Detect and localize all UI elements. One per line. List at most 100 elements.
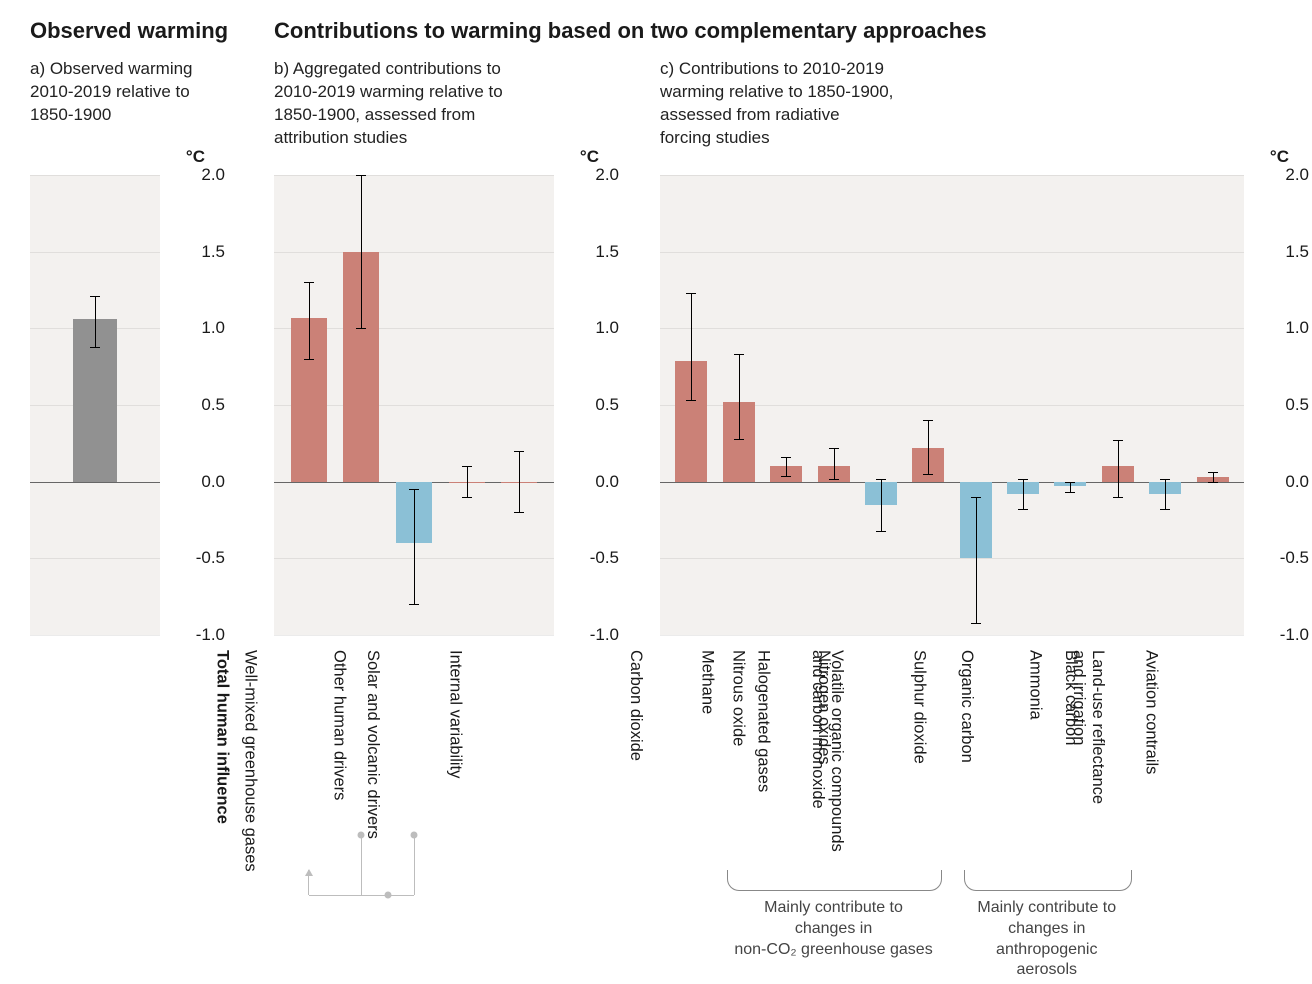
cap-hi-C-10 xyxy=(1160,479,1170,480)
xlabel-B-0: Total human influence xyxy=(212,650,231,824)
cap-hi-B-3 xyxy=(462,466,472,467)
ytick-A-1: 1.5 xyxy=(175,242,225,262)
err-C-1 xyxy=(739,354,740,438)
cap-hi-B-1 xyxy=(356,175,366,176)
cap-lo-C-4 xyxy=(876,531,886,532)
cap-hi-C-5 xyxy=(923,420,933,421)
ytick-C-6: -1.0 xyxy=(1259,625,1309,645)
ytick-C-4: 0.0 xyxy=(1259,472,1309,492)
err-B-3 xyxy=(467,466,468,497)
cap-lo-B-3 xyxy=(462,497,472,498)
cap-hi-C-4 xyxy=(876,479,886,480)
err-C-4 xyxy=(881,479,882,531)
ytick-B-1: 1.5 xyxy=(569,242,619,262)
xlabel-C-11: Aviation contrails xyxy=(1141,650,1160,774)
cap-lo-C-3 xyxy=(829,479,839,480)
unit-A: °C xyxy=(145,147,205,167)
xlabel-B-2: Other human drivers xyxy=(329,650,348,800)
cap-lo-C-2 xyxy=(781,476,791,477)
cap-lo-B-2 xyxy=(409,604,419,605)
cap-lo-C-7 xyxy=(1018,509,1028,510)
grid-C-1 xyxy=(660,252,1244,253)
ytick-C-3: 0.5 xyxy=(1259,395,1309,415)
cap-lo-C-0 xyxy=(686,400,696,401)
cap-hi-B-2 xyxy=(409,489,419,490)
cap-lo-C-6 xyxy=(971,623,981,624)
ytick-B-3: 0.5 xyxy=(569,395,619,415)
ytick-C-0: 2.0 xyxy=(1259,165,1309,185)
ytick-A-6: -1.0 xyxy=(175,625,225,645)
cap-hi-B-0 xyxy=(304,282,314,283)
ytick-B-2: 1.0 xyxy=(569,318,619,338)
cap-lo-C-1 xyxy=(734,439,744,440)
cap-lo-C-11 xyxy=(1208,482,1218,483)
err-B-1 xyxy=(361,175,362,328)
cap-hi-B-4 xyxy=(514,451,524,452)
conn-v1 xyxy=(361,835,362,895)
grid-A-5 xyxy=(30,558,160,559)
cap-lo-C-5 xyxy=(923,474,933,475)
err-A-0 xyxy=(95,296,96,347)
brace-0 xyxy=(727,870,943,891)
grid-B-1 xyxy=(274,252,554,253)
err-B-0 xyxy=(309,282,310,359)
xlabel-C-0: Carbon dioxide xyxy=(626,650,645,761)
cap-lo-C-10 xyxy=(1160,509,1170,510)
cap-hi-C-8 xyxy=(1065,482,1075,483)
cap-hi-C-7 xyxy=(1018,479,1028,480)
xlabel-B-4: Internal variability xyxy=(446,650,465,778)
cap-hi-C-11 xyxy=(1208,472,1218,473)
ytick-A-5: -0.5 xyxy=(175,548,225,568)
err-C-7 xyxy=(1023,479,1024,510)
grid-B-0 xyxy=(274,175,554,176)
cap-hi-C-6 xyxy=(971,497,981,498)
grid-C-5 xyxy=(660,558,1244,559)
err-C-10 xyxy=(1165,479,1166,510)
xlabel-C-3: Halogenated gases xyxy=(753,650,772,792)
cap-hi-C-1 xyxy=(734,354,744,355)
ytick-B-0: 2.0 xyxy=(569,165,619,185)
conn-h2 xyxy=(309,895,388,896)
cap-hi-C-2 xyxy=(781,457,791,458)
cap-hi-C-0 xyxy=(686,293,696,294)
grid-B-6 xyxy=(274,635,554,636)
err-B-2 xyxy=(414,489,415,604)
title-observed: Observed warming xyxy=(30,18,228,44)
grid-A-0 xyxy=(30,175,160,176)
ytick-B-5: -0.5 xyxy=(569,548,619,568)
cap-hi-C-9 xyxy=(1113,440,1123,441)
ytick-C-2: 1.0 xyxy=(1259,318,1309,338)
err-C-3 xyxy=(834,448,835,479)
unit-B: °C xyxy=(539,147,599,167)
err-B-4 xyxy=(519,451,520,512)
xlabel-B-3: Solar and volcanic drivers xyxy=(363,650,382,839)
brace-label-1: Mainly contribute to changes in anthropo… xyxy=(964,898,1130,981)
err-C-8 xyxy=(1070,482,1071,493)
subtitle-B: b) Aggregated contributions to 2010-2019… xyxy=(274,58,503,150)
grid-A-4 xyxy=(30,482,160,483)
ytick-B-6: -1.0 xyxy=(569,625,619,645)
grid-A-6 xyxy=(30,635,160,636)
title-contributions: Contributions to warming based on two co… xyxy=(274,18,987,44)
cap-hi-C-3 xyxy=(829,448,839,449)
ytick-C-5: -0.5 xyxy=(1259,548,1309,568)
grid-A-1 xyxy=(30,252,160,253)
conn-v2 xyxy=(414,835,415,895)
cap-lo-B-1 xyxy=(356,328,366,329)
subtitle-C: c) Contributions to 2010-2019 warming re… xyxy=(660,58,893,150)
err-C-9 xyxy=(1118,440,1119,497)
brace-label-0: Mainly contribute to changes in non-CO₂ … xyxy=(727,898,941,960)
xlabel-C-1: Methane xyxy=(697,650,716,714)
err-C-11 xyxy=(1213,472,1214,481)
xlabel-C-6: Sulphur dioxide xyxy=(909,650,928,764)
ytick-A-0: 2.0 xyxy=(175,165,225,185)
xlabel-C-7: Organic carbon xyxy=(957,650,976,763)
ytick-A-3: 0.5 xyxy=(175,395,225,415)
xlabel-C-10: Land-use reflectance and irrigation xyxy=(1069,650,1107,804)
subtitle-A: a) Observed warming 2010-2019 relative t… xyxy=(30,58,193,127)
xlabel-C-8: Ammonia xyxy=(1026,650,1045,720)
unit-C: °C xyxy=(1229,147,1289,167)
err-C-6 xyxy=(976,497,977,623)
brace-1 xyxy=(964,870,1132,891)
grid-C-2 xyxy=(660,328,1244,329)
